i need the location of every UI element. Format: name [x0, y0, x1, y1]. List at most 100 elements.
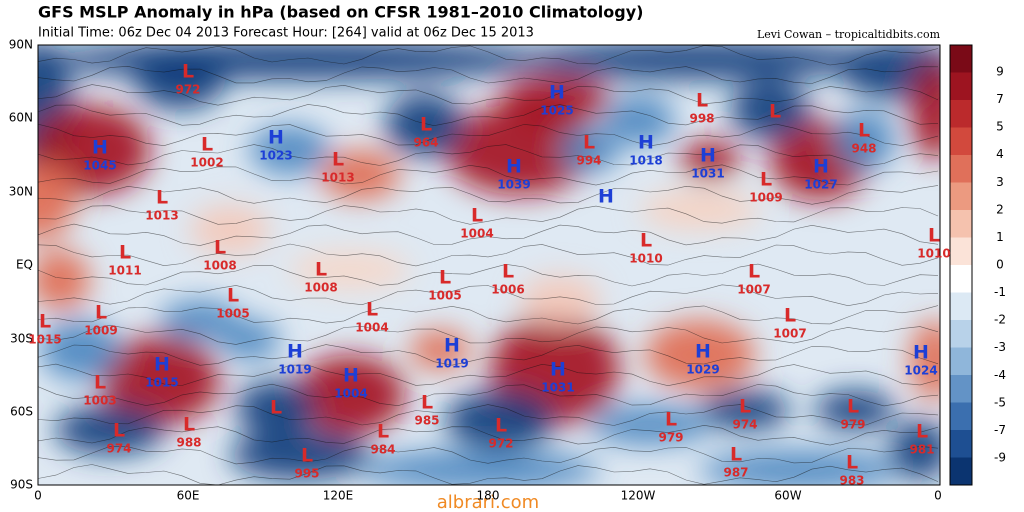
anomaly-blob: [236, 380, 316, 436]
anomaly-blob: [730, 80, 810, 140]
colorbar-swatch: [950, 375, 972, 403]
system-pressure: 979: [840, 418, 865, 432]
colorbar-label: 5: [996, 120, 1004, 134]
anomaly-blob: [55, 405, 165, 455]
anomaly-blob: [230, 430, 370, 480]
system-pressure: 1018: [629, 154, 662, 168]
system-pressure: 1029: [686, 363, 719, 377]
system-type: H: [913, 342, 929, 364]
system-type: L: [730, 444, 742, 466]
anomaly-blob: [38, 250, 90, 310]
system-type: L: [420, 114, 432, 136]
system-type: L: [847, 396, 859, 418]
system-type: L: [377, 421, 389, 443]
system-type: L: [916, 421, 928, 443]
system-pressure: 1023: [259, 149, 292, 163]
system-pressure: 1019: [435, 357, 468, 371]
system-type: L: [640, 230, 652, 252]
colorbar-swatch: [950, 457, 972, 485]
anomaly-blob: [520, 45, 880, 80]
system-pressure: 1007: [773, 327, 806, 341]
colorbar-swatch: [950, 100, 972, 128]
system-type: L: [119, 242, 131, 264]
system-pressure: 1005: [428, 289, 461, 303]
anomaly-blob: [445, 105, 595, 195]
system-type: L: [227, 285, 239, 307]
watermark: albrari.com: [437, 492, 539, 512]
anomaly-blob: [560, 128, 620, 172]
colorbar-swatch: [950, 347, 972, 375]
anomaly-blob: [590, 405, 710, 445]
colorbar-label: -1: [994, 285, 1006, 299]
anomaly-field: [38, 45, 940, 485]
map-frame: [37, 44, 941, 486]
system-pressure: 1007: [737, 283, 770, 297]
isobar: [38, 344, 939, 366]
system-pressure: 1031: [691, 167, 724, 181]
lon-label: 0: [934, 489, 942, 503]
lon-label: 60E: [177, 489, 200, 503]
colorbar-label: -3: [994, 340, 1006, 354]
anomaly-blob: [160, 300, 240, 340]
anomaly-blob: [520, 275, 600, 325]
anomaly-blob: [190, 205, 270, 255]
system-pressure: 981: [909, 443, 934, 457]
system-pressure: 1013: [145, 209, 178, 223]
system-pressure: 1019: [278, 363, 311, 377]
anomaly-blob: [385, 93, 465, 157]
anomaly-blob: [700, 390, 790, 430]
system-pressure: 985: [414, 414, 439, 428]
system-type: H: [506, 156, 522, 178]
lon-label: 180: [477, 489, 500, 503]
isobar: [38, 164, 939, 186]
colorbar-swatch: [950, 430, 972, 458]
colorbar-label: -9: [994, 451, 1006, 465]
system-pressure: 1010: [917, 247, 950, 261]
system-pressure: 972: [175, 83, 200, 97]
system-pressure: 1015: [28, 333, 61, 347]
isobar: [38, 424, 939, 446]
system-type: L: [471, 205, 483, 227]
system-type: H: [700, 145, 716, 167]
isobar: [38, 45, 939, 66]
colorbar-label: -4: [994, 368, 1006, 382]
anomaly-blob: [840, 45, 940, 100]
system-type: L: [214, 237, 226, 259]
system-type: L: [113, 420, 125, 442]
colorbar-swatch: [950, 320, 972, 348]
system-pressure: 1025: [540, 104, 573, 118]
system-pressure: 994: [576, 154, 601, 168]
system-type: L: [583, 132, 595, 154]
system-pressure: 1004: [460, 227, 493, 241]
isobar: [38, 65, 939, 84]
system-type: L: [846, 452, 858, 474]
colorbar-frame: [949, 44, 973, 486]
colorbar-swatch: [950, 72, 972, 100]
system-pressure: 987: [723, 466, 748, 480]
system-type: H: [550, 359, 566, 381]
system-pressure: 1011: [108, 264, 141, 278]
colorbar-label: 9: [996, 65, 1004, 79]
isobar: [38, 383, 939, 407]
system-pressure: 1003: [83, 394, 116, 408]
system-type: L: [928, 225, 940, 247]
system-pressure: 1002: [190, 156, 223, 170]
system-pressure: 979: [658, 431, 683, 445]
system-type: L: [858, 120, 870, 142]
system-pressure: 974: [732, 418, 757, 432]
system-type: L: [201, 134, 213, 156]
system-type: L: [301, 445, 313, 467]
anomaly-blob: [910, 320, 940, 400]
system-type: L: [439, 267, 451, 289]
system-pressure: 998: [689, 112, 714, 126]
system-pressure: 1008: [304, 281, 337, 295]
isobar: [38, 123, 939, 147]
anomaly-blob: [605, 95, 675, 145]
system-pressure: 1027: [804, 178, 837, 192]
anomaly-blob: [40, 45, 560, 80]
anomaly-blob: [500, 75, 610, 125]
system-type: L: [739, 396, 751, 418]
title: GFS MSLP Anomaly in hPa (based on CFSR 1…: [38, 3, 643, 22]
system-type: L: [784, 305, 796, 327]
